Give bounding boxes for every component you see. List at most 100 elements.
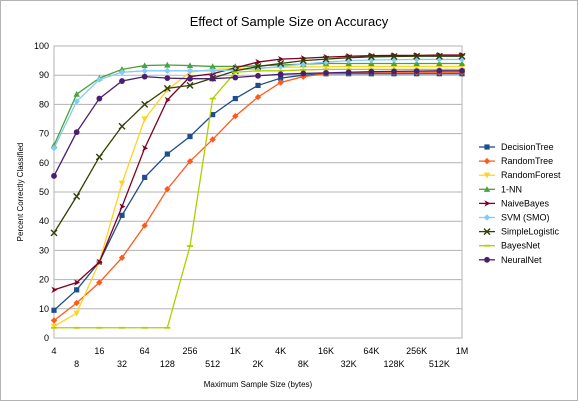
data-point xyxy=(391,68,397,75)
data-point xyxy=(119,78,125,84)
data-point xyxy=(50,317,58,324)
data-point xyxy=(345,68,352,71)
data-point xyxy=(96,95,103,102)
data-point xyxy=(255,72,261,79)
y-tick-label: 30 xyxy=(39,245,49,255)
chart-title: Effect of Sample Size on Accuracy xyxy=(190,14,389,29)
y-tick-label: 50 xyxy=(39,187,49,197)
data-point xyxy=(368,60,375,67)
data-point xyxy=(459,67,465,74)
x-tick-label: 2K xyxy=(252,359,263,369)
data-point xyxy=(436,67,443,74)
legend-item: SimpleLogistic xyxy=(479,227,560,237)
data-point xyxy=(118,180,126,187)
data-point xyxy=(50,229,58,237)
data-point xyxy=(300,70,307,77)
x-tick-label: 64K xyxy=(363,346,379,356)
data-point xyxy=(141,62,148,69)
data-point xyxy=(322,58,330,66)
legend-item: RandomTree xyxy=(479,156,553,166)
data-point xyxy=(119,203,126,210)
y-tick-label: 70 xyxy=(39,129,49,139)
data-point xyxy=(164,185,171,193)
legend-label: SimpleLogistic xyxy=(501,227,560,237)
data-point xyxy=(484,144,490,150)
data-point xyxy=(118,66,126,72)
x-tick-label: 1M xyxy=(456,346,469,356)
data-point xyxy=(141,67,148,75)
data-point xyxy=(186,81,194,89)
data-point xyxy=(50,145,58,152)
data-point xyxy=(484,244,490,247)
data-point xyxy=(413,60,420,67)
data-point xyxy=(483,157,491,165)
y-tick-label: 60 xyxy=(39,158,49,168)
x-axis-label: Maximum Sample Size (bytes) xyxy=(204,380,313,389)
data-point xyxy=(367,53,375,61)
data-point xyxy=(95,153,103,161)
x-tick-label: 1K xyxy=(230,346,241,356)
data-point xyxy=(51,286,58,294)
x-tick-label: 4 xyxy=(51,346,56,356)
data-point xyxy=(73,90,80,97)
data-point xyxy=(142,174,148,180)
data-point xyxy=(186,158,194,165)
series-layer xyxy=(50,51,466,330)
x-tick-label: 64 xyxy=(140,346,150,356)
series-line xyxy=(53,54,462,291)
data-point xyxy=(186,67,194,75)
data-point xyxy=(323,69,329,76)
data-point xyxy=(277,79,284,86)
legend-label: NeuralNet xyxy=(501,255,542,265)
data-point xyxy=(74,287,80,293)
data-point xyxy=(187,75,193,82)
legend-item: DecisionTree xyxy=(479,142,554,152)
data-point xyxy=(278,55,285,63)
data-point xyxy=(277,71,284,78)
legend-item: NaiveBayes xyxy=(479,198,550,208)
data-point xyxy=(299,57,307,65)
x-tick-label: 8K xyxy=(298,359,309,369)
y-axis-label: Percent Correctly Classified xyxy=(16,143,25,242)
data-point xyxy=(118,69,126,76)
series-bayesnet xyxy=(51,68,465,329)
x-tick-label: 512 xyxy=(205,359,220,369)
data-point xyxy=(164,61,171,68)
data-point xyxy=(73,129,80,136)
data-point xyxy=(484,200,491,207)
data-point xyxy=(209,63,216,70)
legend-label: RandomTree xyxy=(501,156,553,166)
data-point xyxy=(164,67,171,75)
data-point xyxy=(141,222,148,229)
data-point xyxy=(96,258,103,266)
data-point xyxy=(51,326,57,329)
x-tick-label: 8 xyxy=(74,359,79,369)
data-point xyxy=(483,214,491,221)
data-point xyxy=(141,116,148,123)
legend-label: BayesNet xyxy=(501,241,541,251)
series-line xyxy=(53,71,462,321)
data-point xyxy=(73,192,81,200)
data-point xyxy=(390,60,398,67)
data-point xyxy=(141,73,148,80)
data-point xyxy=(483,186,491,192)
series-simplelogistic xyxy=(50,52,466,237)
data-point xyxy=(322,55,330,63)
data-point xyxy=(209,67,216,75)
data-point xyxy=(255,69,261,72)
data-point xyxy=(50,323,58,330)
series-line xyxy=(53,65,462,327)
data-point xyxy=(73,310,80,317)
data-point xyxy=(96,326,103,329)
data-point xyxy=(458,52,466,60)
legend-label: DecisionTree xyxy=(501,142,554,152)
data-point xyxy=(141,100,149,108)
data-point xyxy=(278,75,284,81)
data-point xyxy=(119,212,125,218)
series-line xyxy=(54,68,462,329)
data-point xyxy=(50,142,58,148)
y-tick-labels: 0 10 20 30 40 50 60 70 80 90 100 xyxy=(34,41,49,343)
y-tick-label: 10 xyxy=(39,304,49,314)
data-point xyxy=(73,98,80,105)
